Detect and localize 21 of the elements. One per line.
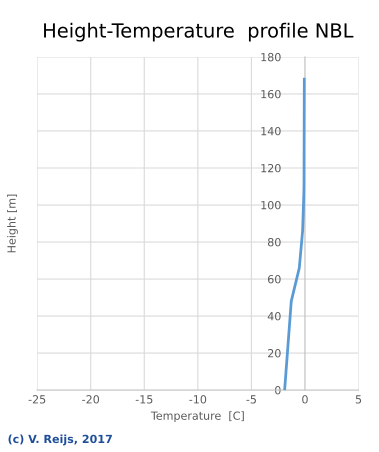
y-axis-title: Height [m] <box>7 194 18 252</box>
x-tick-label: -25 <box>28 395 46 404</box>
x-tick-label: -5 <box>246 395 256 404</box>
x-tick-label: -10 <box>189 395 206 404</box>
chart-title: Height-Temperature profile NBL <box>44 22 354 42</box>
text: (c) V. Reijs, 2017 <box>8 434 112 446</box>
x-axis-title: Temperature [C] <box>150 411 244 422</box>
y-tick-label: 160 <box>261 90 281 98</box>
y-tick-label: 180 <box>261 52 281 62</box>
y-tick-label: 120 <box>261 164 281 172</box>
x-tick-label: 5 <box>356 395 362 404</box>
y-tick-label: 20 <box>268 349 281 358</box>
y-tick-label: 80 <box>268 238 281 246</box>
x-tick-label: -20 <box>82 395 100 404</box>
x-tick-label: -15 <box>136 395 152 404</box>
x-tick-label: 0 <box>302 395 308 404</box>
y-tick-label: 100 <box>261 200 281 210</box>
line-series <box>283 78 306 390</box>
y-tick-label: 140 <box>261 126 281 136</box>
y-tick-label: 40 <box>268 312 281 320</box>
y-tick-label: 60 <box>268 275 281 284</box>
